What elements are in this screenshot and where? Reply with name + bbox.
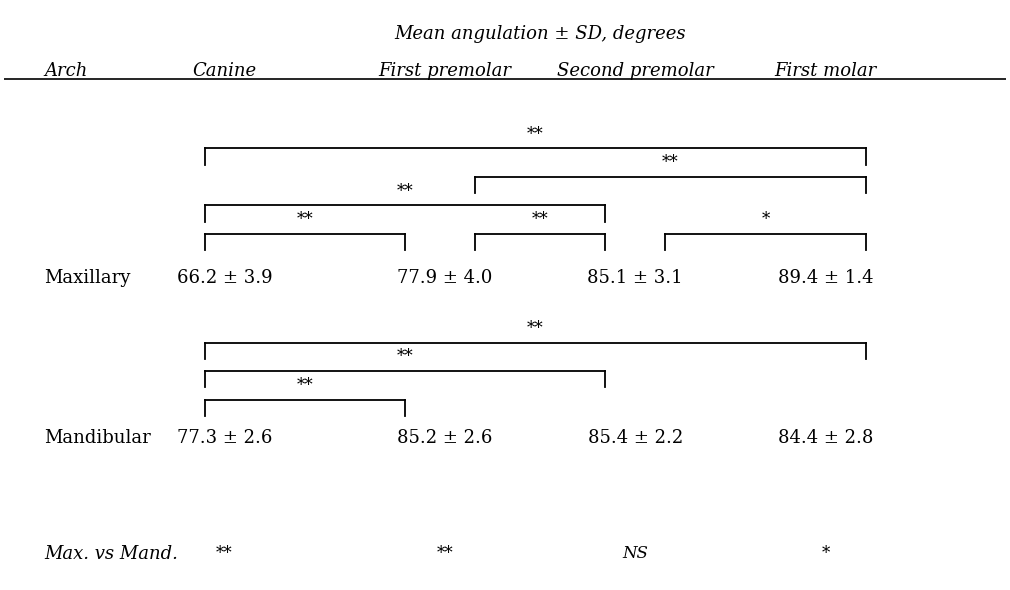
Text: Second premolar: Second premolar	[557, 63, 714, 80]
Text: 84.4 ± 2.8: 84.4 ± 2.8	[778, 428, 874, 447]
Text: **: **	[296, 377, 313, 394]
Text: 85.1 ± 3.1: 85.1 ± 3.1	[588, 268, 683, 287]
Text: 66.2 ± 3.9: 66.2 ± 3.9	[177, 268, 273, 287]
Text: Arch: Arch	[44, 63, 88, 80]
Text: **: **	[531, 211, 548, 228]
Text: 77.9 ± 4.0: 77.9 ± 4.0	[397, 268, 493, 287]
Text: Canine: Canine	[193, 63, 257, 80]
Text: **: **	[526, 126, 543, 143]
Text: *: *	[821, 545, 830, 562]
Text: **: **	[296, 211, 313, 228]
Text: First premolar: First premolar	[379, 63, 511, 80]
Text: Max. vs Mand.: Max. vs Mand.	[44, 545, 178, 563]
Text: 89.4 ± 1.4: 89.4 ± 1.4	[778, 268, 874, 287]
Text: 77.3 ± 2.6: 77.3 ± 2.6	[177, 428, 273, 447]
Text: *: *	[762, 211, 770, 228]
Text: **: **	[662, 154, 679, 171]
Text: First molar: First molar	[775, 63, 877, 80]
Text: **: **	[397, 348, 413, 365]
Text: **: **	[526, 320, 543, 337]
Text: **: **	[216, 545, 233, 562]
Text: **: **	[436, 545, 453, 562]
Text: Mean angulation ± SD, degrees: Mean angulation ± SD, degrees	[394, 25, 686, 42]
Text: NS: NS	[622, 545, 648, 562]
Text: Maxillary: Maxillary	[44, 268, 130, 287]
Text: **: **	[397, 183, 413, 199]
Text: 85.4 ± 2.2: 85.4 ± 2.2	[588, 428, 683, 447]
Text: 85.2 ± 2.6: 85.2 ± 2.6	[397, 428, 493, 447]
Text: Mandibular: Mandibular	[44, 428, 150, 447]
